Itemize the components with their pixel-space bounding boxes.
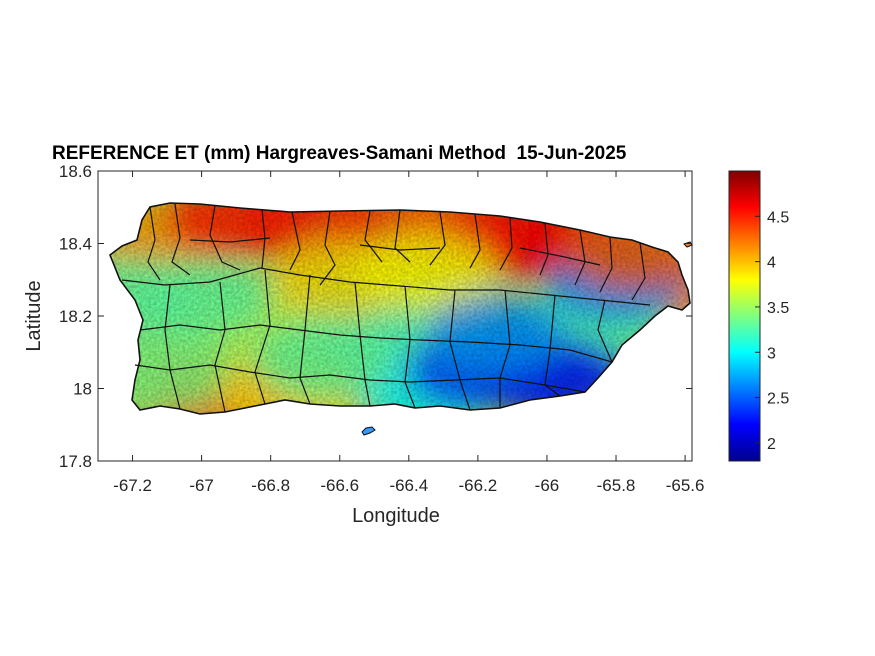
municipality-boundary — [209, 205, 241, 271]
municipality-boundaries — [121, 203, 651, 413]
x-tick-label: -65.8 — [597, 476, 636, 495]
municipality-boundary — [147, 206, 161, 281]
colorbar-tick-label: 2.5 — [767, 391, 789, 408]
municipality-boundary — [359, 244, 441, 251]
small-island — [361, 426, 376, 436]
municipality-boundary — [597, 299, 613, 363]
colorbar-tick-label: 2 — [767, 436, 776, 453]
municipality-boundary — [539, 222, 549, 276]
colorbar-tick-label: 4 — [767, 255, 776, 272]
y-tick-label: 18.2 — [59, 307, 92, 326]
y-axis-label: Latitude — [23, 280, 45, 351]
municipality-boundary — [121, 267, 651, 306]
x-tick-label: -66.6 — [320, 476, 359, 495]
colorbar-tick-label: 3.5 — [767, 300, 789, 317]
municipality-boundary — [189, 237, 271, 243]
x-tick-label: -66.4 — [389, 476, 428, 495]
municipality-boundary — [469, 213, 481, 269]
x-axis-label: Longitude — [352, 505, 440, 527]
municipality-boundary — [499, 217, 513, 271]
municipality-boundary — [519, 247, 601, 266]
municipality-boundary — [599, 236, 613, 293]
x-tick-label: -67 — [189, 476, 214, 495]
chart-title: REFERENCE ET (mm) Hargreaves-Samani Meth… — [52, 143, 627, 164]
municipality-boundary — [449, 289, 471, 411]
municipality-boundary — [319, 210, 336, 286]
y-tick-label: 18 — [73, 380, 92, 399]
municipality-boundary — [394, 209, 411, 263]
municipality-boundary — [404, 285, 416, 409]
municipality-boundary — [289, 211, 301, 271]
x-tick-label: -66.2 — [459, 476, 498, 495]
colorbar-tick-label: 4.5 — [767, 209, 789, 226]
municipality-boundary — [364, 210, 383, 263]
x-tick-label: -67.2 — [113, 476, 152, 495]
municipality-boundary — [544, 294, 561, 397]
municipality-boundary — [214, 281, 226, 413]
colorbar-tick-label: 3 — [767, 345, 776, 362]
y-tick-label: 18.4 — [59, 235, 92, 254]
municipality-boundary — [134, 364, 586, 393]
y-tick-label: 18.6 — [59, 162, 92, 181]
x-tick-label: -65.6 — [666, 476, 705, 495]
municipality-boundary — [499, 289, 511, 408]
x-tick-label: -66.8 — [251, 476, 290, 495]
x-tick-label: -66 — [535, 476, 560, 495]
municipality-boundary — [429, 211, 446, 266]
municipality-boundary — [164, 284, 181, 410]
municipality-boundary — [631, 242, 646, 301]
municipality-boundary — [254, 269, 271, 405]
municipality-boundary — [354, 281, 371, 407]
colorbar — [728, 170, 761, 462]
municipality-boundary — [171, 203, 191, 276]
y-tick-label: 17.8 — [59, 452, 92, 471]
municipality-boundary — [299, 274, 311, 405]
